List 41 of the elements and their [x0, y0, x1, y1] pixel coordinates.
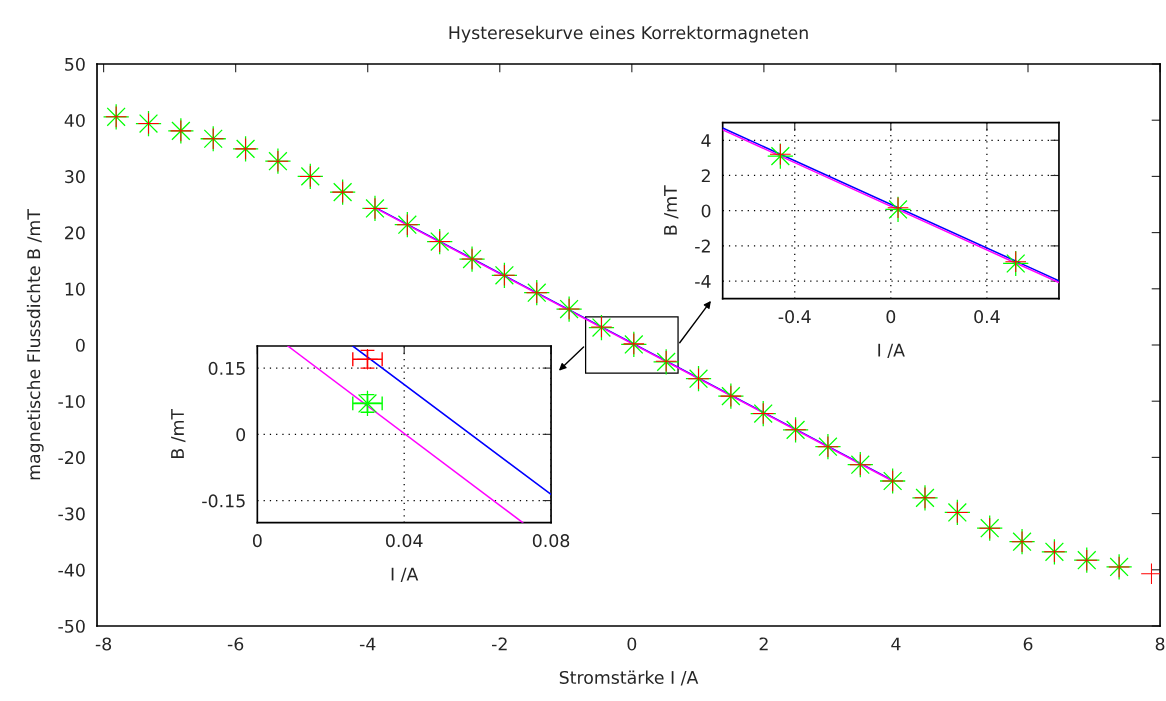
y-tick-label: 50	[65, 57, 85, 71]
y-tick-label: 10	[65, 282, 85, 296]
x-tick-label: 8	[1155, 637, 1165, 651]
x-tick-label: -2	[491, 637, 507, 651]
y-tick-label: 0	[76, 338, 85, 352]
y-tick-label: 0	[236, 428, 246, 442]
x-tick-label: -8	[95, 637, 112, 651]
y-tick-label: 2	[701, 169, 710, 183]
y-tick-label: 40	[64, 113, 85, 128]
x-axis-title: I /A	[391, 567, 419, 583]
x-tick-label: -0.4	[778, 310, 811, 324]
y-tick-label: 20	[65, 226, 85, 240]
chart-title: Hysteresekurve eines Korrektormagneten	[449, 25, 808, 43]
y-tick-label: -10	[58, 394, 85, 409]
y-tick-label: -0.15	[202, 494, 245, 508]
x-tick-label: 0	[252, 534, 262, 548]
x-tick-label: 0	[627, 637, 637, 651]
y-tick-label: 0	[701, 204, 711, 218]
x-tick-label: 0.4	[974, 310, 1000, 324]
y-tick-label: -20	[58, 451, 85, 465]
y-tick-label: -30	[58, 507, 85, 521]
y-axis-title: B /mT	[171, 408, 186, 459]
x-axis-title: Stromstärke I /A	[559, 670, 699, 686]
x-tick-label: -6	[227, 637, 244, 651]
y-tick-label: 0.15	[208, 361, 245, 375]
x-tick-label: 6	[1023, 637, 1033, 651]
x-axis-title: I /A	[878, 343, 905, 359]
x-tick-label: 2	[759, 637, 768, 651]
y-tick-label: 4	[701, 134, 711, 147]
y-tick-label: -40	[58, 563, 85, 577]
x-tick-label: 0.04	[386, 534, 423, 548]
y-tick-label: -4	[695, 275, 711, 288]
x-tick-label: 0	[886, 310, 896, 324]
x-tick-label: 0.08	[532, 534, 570, 548]
y-axis-title: magnetische Flussdichte B /mT	[26, 209, 44, 480]
y-tick-label: 30	[65, 170, 85, 184]
y-tick-label: -50	[58, 619, 85, 633]
y-axis-title: B /mT	[664, 185, 679, 235]
x-tick-label: -4	[359, 637, 376, 651]
x-tick-label: 4	[891, 637, 901, 651]
y-tick-label: -2	[695, 239, 710, 253]
